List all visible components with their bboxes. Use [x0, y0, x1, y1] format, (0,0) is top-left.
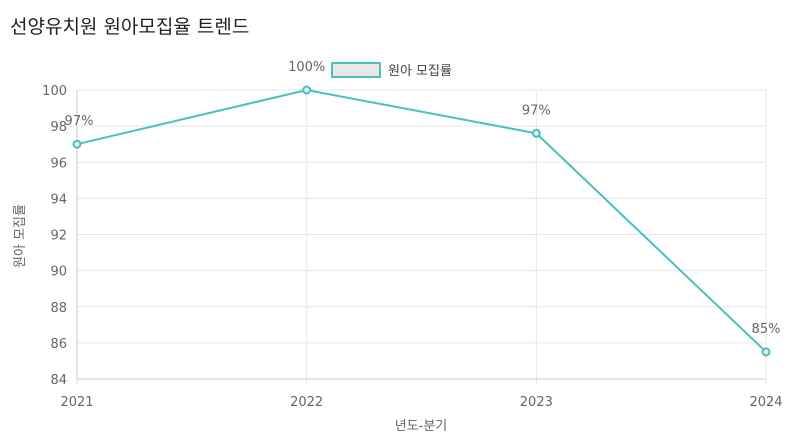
y-tick-label: 86	[50, 337, 67, 352]
y-tick-label: 88	[50, 301, 67, 316]
data-label: 97%	[522, 103, 551, 118]
data-labels: 97% 100% 97% 85%	[65, 60, 781, 337]
y-axis-title: 원아 모집률	[13, 204, 28, 268]
y-tick-label: 94	[50, 192, 67, 207]
data-point[interactable]	[302, 85, 312, 95]
data-label: 97%	[65, 114, 94, 129]
series-line	[76, 88, 767, 353]
data-point[interactable]	[531, 128, 541, 138]
data-label: 85%	[752, 322, 781, 337]
x-axis-title: 년도-분기	[395, 419, 448, 434]
x-tick-label: 2021	[60, 395, 93, 410]
y-tick-label: 92	[50, 229, 67, 244]
y-tick-label: 84	[50, 373, 67, 388]
y-axis-ticks: 84 86 88 90 92 94 96 98 100	[42, 84, 67, 388]
x-tick-label: 2024	[749, 395, 782, 410]
x-axis-ticks: 2021 2022 2023 2024	[60, 395, 782, 410]
grid-lines	[76, 89, 767, 385]
legend[interactable]: 원아 모집률	[331, 62, 452, 79]
legend-label[interactable]: 원아 모집률	[388, 64, 452, 79]
y-tick-label: 100	[42, 84, 67, 99]
y-tick-label: 96	[50, 156, 67, 171]
data-label: 100%	[288, 60, 325, 75]
page-title: 선양유치원 원아모집율 트렌드	[10, 16, 250, 38]
y-tick-label: 98	[50, 120, 67, 135]
series-layer	[72, 85, 771, 357]
axes	[76, 90, 766, 380]
y-tick-label: 90	[50, 265, 67, 280]
data-point[interactable]	[761, 347, 771, 357]
x-tick-label: 2022	[290, 395, 323, 410]
legend-swatch[interactable]	[331, 62, 381, 78]
x-tick-label: 2023	[520, 395, 553, 410]
data-point[interactable]	[72, 139, 82, 149]
